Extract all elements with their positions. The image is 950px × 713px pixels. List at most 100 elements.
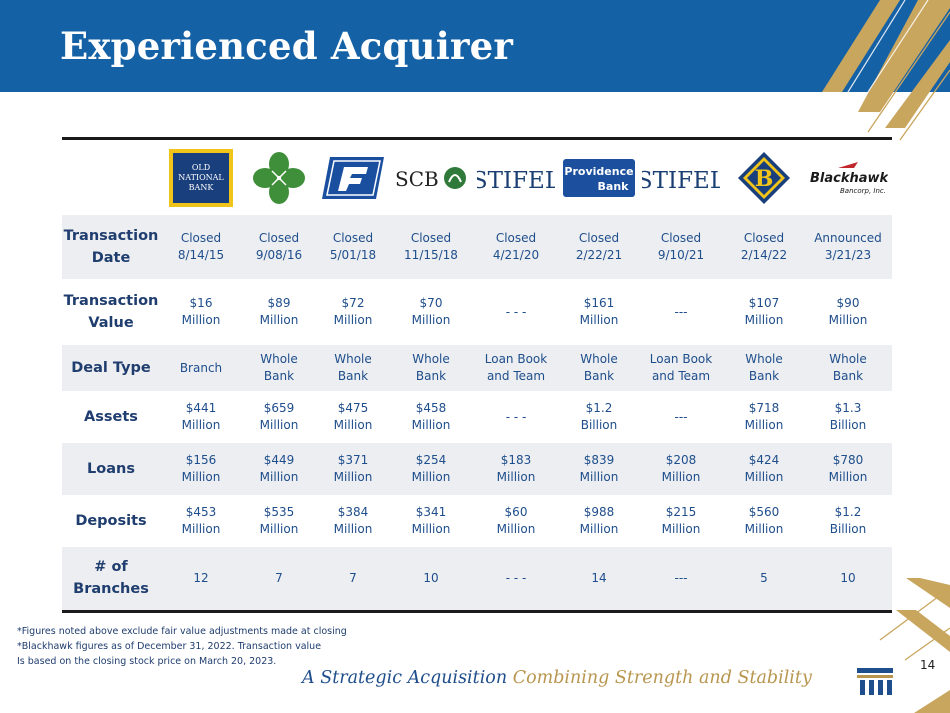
row-label: Assets: [84, 409, 138, 425]
table-cell: $107 Million: [744, 296, 784, 327]
logo-text: STIFEL: [642, 168, 720, 194]
table-cell: - - -: [505, 570, 527, 585]
table-cell: $535 Million: [259, 505, 299, 536]
table-cell: ---: [674, 570, 688, 585]
table-cell: $89 Million: [259, 296, 299, 327]
table-cell: $156 Million: [181, 453, 221, 484]
table-cell: Closed 4/21/20: [492, 231, 540, 262]
table-cell: Closed 5/01/18: [329, 231, 377, 262]
table-cell: Whole Bank: [412, 352, 450, 383]
table-cell: Closed 11/15/18: [404, 231, 458, 262]
table-cell: Whole Bank: [829, 352, 867, 383]
table-cell: ---: [674, 409, 688, 424]
table-cell: $475 Million: [333, 401, 373, 432]
table-cell: $161 Million: [579, 296, 619, 327]
f-bank-logo: [322, 156, 384, 199]
table-cell: 7: [349, 570, 357, 585]
table-cell: $1.3 Billion: [829, 401, 867, 432]
table-cell: $659 Million: [259, 401, 299, 432]
table-cell: $254 Million: [411, 453, 451, 484]
table-cell: $384 Million: [333, 505, 373, 536]
table-cell: 10: [840, 570, 856, 585]
table-cell: Closed 2/22/21: [575, 231, 623, 262]
table-cell: $341 Million: [411, 505, 451, 536]
b-diamond-logo: B: [738, 151, 790, 204]
table-cell: $208 Million: [661, 453, 701, 484]
logo-text: SCB: [395, 167, 439, 191]
row-label: Deal Type: [71, 360, 151, 376]
logo-text: Bancorp, Inc.: [840, 187, 886, 195]
row-label: Deposits: [75, 513, 147, 529]
table-cell: $1.2 Billion: [580, 401, 618, 432]
table-row: Deal Type Branch Whole Bank Whole Bank W…: [62, 345, 892, 391]
table-cell: $72 Million: [333, 296, 373, 327]
bank-columns-icon: [857, 668, 893, 695]
table-cell: $458 Million: [411, 401, 451, 432]
table-cell: 7: [275, 570, 283, 585]
logo-text: STIFEL: [477, 168, 555, 194]
table-row: Deposits $453 Million $535 Million $384 …: [62, 495, 892, 547]
table-cell: $718 Million: [744, 401, 784, 432]
table-cell: $90 Million: [828, 296, 868, 327]
table-cell: Whole Bank: [745, 352, 783, 383]
logo-text: OLD: [192, 163, 210, 172]
table-cell: $1.2 Billion: [829, 505, 867, 536]
empty-corner-cell: [62, 139, 160, 216]
table-cell: $560 Million: [744, 505, 784, 536]
table-cell: - - -: [505, 304, 527, 319]
footnote-line: Is based on the closing stock price on M…: [17, 656, 277, 667]
table-cell: Announced 3/21/23: [814, 231, 882, 262]
header-band: [0, 0, 950, 92]
table-cell: Closed 9/10/21: [657, 231, 705, 262]
table-cell: Whole Bank: [260, 352, 298, 383]
blackhawk-logo: Blackhawk Bancorp, Inc.: [810, 161, 888, 195]
table-cell: $215 Million: [661, 505, 701, 536]
table-cell: Closed 8/14/15: [177, 231, 225, 262]
table-cell: Closed 9/08/16: [255, 231, 303, 262]
footnotes: *Figures noted above exclude fair value …: [17, 624, 437, 669]
table-cell: $839 Million: [579, 453, 619, 484]
page-number: 14: [920, 658, 936, 672]
table-row: Loans $156 Million $449 Million $371 Mil…: [62, 443, 892, 495]
table-cell: $780 Million: [828, 453, 868, 484]
table-cell: 12: [193, 570, 209, 585]
table-cell: $183 Million: [496, 453, 536, 484]
logo-text: NATIONAL: [178, 173, 224, 182]
scb-logo: SCB: [395, 166, 466, 191]
row-label: Transaction Date: [63, 228, 159, 266]
logo-text: Bank: [598, 180, 630, 193]
table-cell: Loan Book and Team: [649, 352, 713, 383]
tagline-part-1: A Strategic Acquisition: [302, 668, 508, 688]
table-cell: Closed 2/14/22: [740, 231, 788, 262]
old-national-bank-logo: OLD NATIONAL BANK: [169, 148, 233, 207]
logo-row: OLD NATIONAL BANK: [62, 139, 892, 216]
table-cell: ---: [674, 304, 688, 319]
row-label: Loans: [87, 461, 135, 477]
table-cell: Branch: [179, 360, 223, 375]
table-cell: $988 Million: [579, 505, 619, 536]
tagline-part-2: Combining Strength and Stability: [512, 668, 812, 688]
row-label: # of Branches: [73, 559, 149, 598]
table-cell: $441 Million: [181, 401, 221, 432]
table-cell: Whole Bank: [334, 352, 372, 383]
table-cell: $424 Million: [744, 453, 784, 484]
table-cell: - - -: [505, 409, 527, 424]
logo-text: B: [755, 166, 774, 192]
table-cell: 10: [423, 570, 439, 585]
acquisitions-table: OLD NATIONAL BANK: [62, 137, 892, 613]
table-row: Assets $441 Million $659 Million $475 Mi…: [62, 391, 892, 443]
footnote-line: *Blackhawk figures as of December 31, 20…: [17, 641, 322, 652]
table-row: Transaction Value $16 Million $89 Millio…: [62, 279, 892, 345]
logo-text: BANK: [189, 183, 215, 192]
table-cell: $453 Million: [181, 505, 221, 536]
logo-text: Blackhawk: [810, 171, 888, 186]
four-leaf-clover-logo: [253, 151, 305, 204]
table-row: Transaction Date Closed 8/14/15 Closed 9…: [62, 215, 892, 279]
table-cell: $60 Million: [496, 505, 536, 536]
providence-bank-logo: Providence Bank: [563, 158, 635, 197]
footer-tagline: A Strategic Acquisition Combining Streng…: [302, 668, 812, 688]
stifel-logo: STIFEL: [642, 168, 720, 194]
table-cell: $371 Million: [333, 453, 373, 484]
footnote-line: *Figures noted above exclude fair value …: [17, 626, 347, 637]
table-row: # of Branches 12 7 7 10 - - - 14 --- 5 1…: [62, 547, 892, 611]
